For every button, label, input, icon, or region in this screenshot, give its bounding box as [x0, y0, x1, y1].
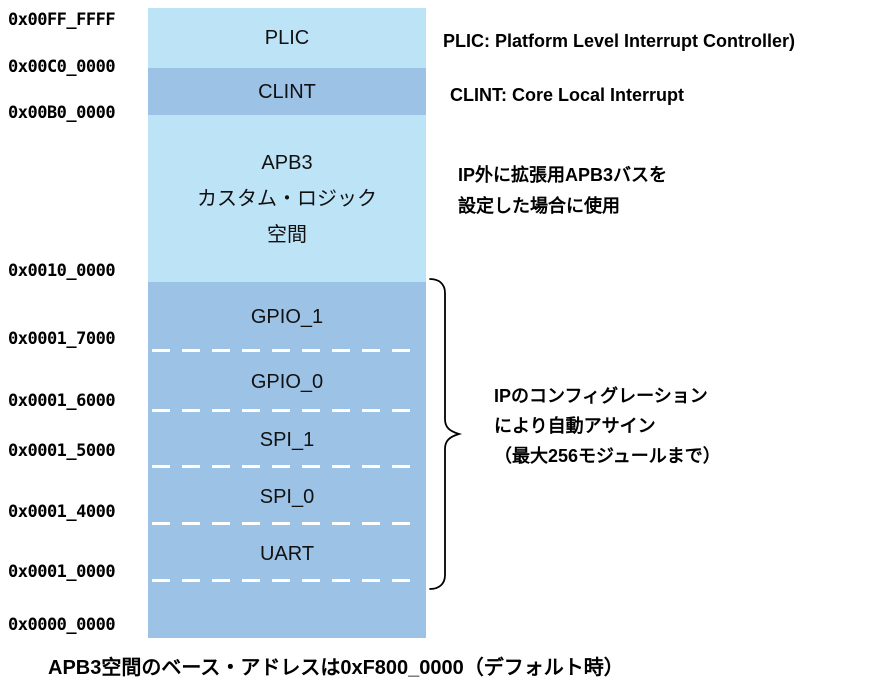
- dashed-divider: [152, 465, 422, 468]
- memory-block-label: SPI_0: [259, 485, 315, 508]
- memory-column: PLIC CLINT APB3 カスタム・ロジック 空間 GPIO_1 GPIO_0 SPI_…: [148, 8, 426, 638]
- plic-note: PLIC: Platform Level Interrupt Controlle…: [443, 31, 796, 51]
- memory-block-apb3-custom: APB3 カスタム・ロジック 空間: [148, 115, 426, 282]
- memory-block-label: SPI_1: [259, 429, 315, 451]
- group-brace-icon: [429, 278, 463, 590]
- address-label: 0x0001_0000: [8, 562, 116, 582]
- memory-block-low-space: [148, 582, 426, 638]
- memory-block-uart: UART: [148, 525, 426, 582]
- memory-block-gpio-0: GPIO_0: [148, 352, 426, 412]
- address-label: 0x0000_0000: [8, 615, 116, 635]
- address-label: 0x0001_5000: [8, 441, 116, 461]
- group-note: IPのコンフィグレーション により自動アサイン （最大256モジュールまで）: [494, 381, 721, 471]
- address-label: 0x00C0_0000: [8, 57, 116, 77]
- address-label: 0x0001_6000: [8, 391, 116, 411]
- address-label: 0x0001_4000: [8, 502, 116, 522]
- memory-block-spi-0: SPI_0: [148, 468, 426, 525]
- group-note-line1: IPのコンフィグレーション: [494, 386, 708, 406]
- dashed-divider: [152, 409, 422, 412]
- group-note-line2: により自動アサイン: [494, 416, 656, 436]
- apb3-note: IP外に拡張用APB3バスを 設定した場合に使用: [458, 160, 667, 222]
- address-label: 0x00B0_0000: [8, 103, 116, 123]
- address-column: 0x00FF_FFFF 0x00C0_0000 0x00B0_0000 0x0010_…: [0, 0, 148, 699]
- memory-block-gpio-1: GPIO_1: [148, 282, 426, 352]
- dashed-divider: [152, 349, 422, 352]
- clint-note: CLINT: Core Local Interrupt: [450, 85, 685, 105]
- address-label: 0x0010_0000: [8, 261, 116, 281]
- memory-block-label: PLIC: [264, 27, 310, 49]
- memory-block-label: GPIO_0: [250, 371, 324, 393]
- base-address-caption: APB3空間のベース・アドレスは0xF800_0000（デフォルト時）: [48, 657, 624, 679]
- apb3-note-line1: IP外に拡張用APB3バスを: [458, 165, 668, 185]
- group-note-line3: （最大256モジュールまで）: [494, 446, 721, 466]
- dashed-divider: [152, 579, 422, 582]
- memory-block-label: CLINT: [258, 80, 316, 103]
- apb3-note-line2: 設定した場合に使用: [458, 196, 620, 216]
- address-label: 0x00FF_FFFF: [8, 10, 116, 30]
- memory-block-spi-1: SPI_1: [148, 412, 426, 468]
- memory-block-label: APB3 カスタム・ロジック 空間: [197, 151, 377, 246]
- dashed-divider: [152, 522, 422, 525]
- memory-block-label: GPIO_1: [250, 306, 324, 328]
- address-label: 0x0001_7000: [8, 329, 116, 349]
- memory-block-clint: CLINT: [148, 68, 426, 115]
- memory-block-label: UART: [259, 542, 315, 565]
- memory-block-plic: PLIC: [148, 8, 426, 68]
